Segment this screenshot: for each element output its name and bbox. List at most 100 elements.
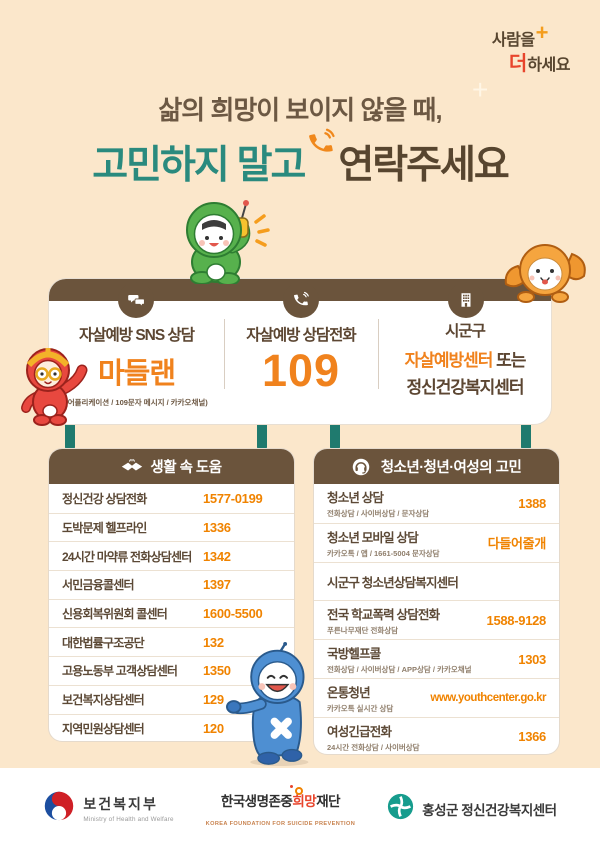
hotline-number: 1577-0199 — [203, 490, 263, 506]
plus-decoration-icon: + — [472, 74, 489, 105]
daily-help-panel: 생활 속 도움 정신건강 상담전화 1577-0199 도박문제 헬프라인 13… — [48, 448, 295, 742]
local-center-line2: 정신건강복지센터 — [406, 378, 524, 397]
hotline-row: 도박문제 헬프라인 1336 — [49, 512, 294, 542]
sns-counsel-name: 마들랜 — [97, 358, 176, 390]
hotline-number: 1397 — [203, 577, 231, 593]
mohw-subtitle: Ministry of Health and Welfare — [83, 816, 174, 823]
poster-title: 삶의 희망이 보이지 않을 때, 고민하지 말고 연락주세요 — [0, 90, 600, 190]
hotline-row: 정신건강 상담전화 1577-0199 — [49, 484, 294, 513]
footer-logos: 보건복지부 Ministry of Health and Welfare 한국생… — [0, 768, 600, 849]
column-divider — [224, 319, 225, 389]
hotline-label: 신용회복위원회 콜센터 — [62, 607, 168, 622]
hotline-label: 서민금융콜센터 — [62, 578, 134, 593]
hotline-label: 지역민원상담센터 — [62, 721, 145, 736]
foundation-subtitle: KOREA FOUNDATION FOR SUICIDE PREVENTION — [205, 821, 356, 827]
title-line2: 고민하지 말고 연락주세요 — [0, 128, 600, 190]
blue-pointing-mascot — [226, 640, 321, 768]
hotline-row: 서민금융콜센터 1397 — [49, 570, 294, 599]
foundation-name-accent: 희망 — [292, 794, 317, 809]
hotline-row: 전국 학교폭력 상담전화 푸른나무재단 전화상담 1588-9128 — [314, 600, 559, 639]
red-glasses-mascot — [14, 332, 96, 427]
local-center-title: 시군구 — [445, 323, 486, 340]
mental-health-center-icon — [387, 793, 414, 825]
sns-counsel-subtitle: (어플리케이션 / 109문자 메시지 / 카카오채널) — [65, 398, 208, 407]
main-contact-card: 자살예방 SNS 상담 마들랜 (어플리케이션 / 109문자 메시지 / 카카… — [48, 278, 552, 425]
mohw-name: 보건복지부 — [83, 796, 158, 812]
headset-icon — [352, 458, 374, 476]
hotline-row: 보건복지상담센터 129 — [49, 684, 294, 714]
local-center-accent: 자살예방센터 — [404, 351, 494, 370]
connector-peg — [521, 400, 531, 452]
hotline-row: 24시간 마약류 전화상담센터 1342 — [49, 541, 294, 570]
hotline-label: 국방헬프콜 — [327, 647, 381, 662]
chat-bubbles-icon — [118, 282, 154, 318]
green-phone-mascot — [168, 196, 272, 286]
hotline-number: 132 — [203, 634, 224, 650]
hotline-sublabel: 전화상담 / 사이버상담 / 문자상담 — [327, 509, 430, 519]
hotline-sublabel: 카카오톡 / 앱 / 1661-5004 문자상담 — [327, 548, 440, 558]
hotline-row: 청소년 상담 전화상담 / 사이버상담 / 문자상담 1388 — [314, 484, 559, 523]
hotline-number: 1342 — [203, 548, 231, 564]
brand-word2: 하세요 — [527, 57, 570, 74]
daily-help-header: 생활 속 도움 — [49, 449, 294, 484]
mohw-logo: 보건복지부 Ministry of Health and Welfare — [43, 790, 173, 827]
brand-accent: 더 — [508, 53, 528, 75]
hotline-sublabel: 카카오톡 실시간 상담 — [327, 703, 394, 713]
connector-peg — [257, 400, 267, 452]
phone-ring-icon — [306, 124, 336, 154]
hotline-row: 신용회복위원회 콜센터 1600-5500 — [49, 598, 294, 628]
hotline-row: 시군구 청소년상담복지센터 — [314, 561, 559, 601]
hotline-row: 고용노동부 고객상담센터 1350 — [49, 656, 294, 685]
hotline-sublabel: 푸른나무재단 전화상담 — [327, 626, 399, 636]
sns-counsel-title: 자살예방 SNS 상담 — [78, 327, 195, 344]
hotline-label: 24시간 마약류 전화상담센터 — [62, 549, 192, 564]
title-brown-text: 연락주세요 — [338, 144, 509, 187]
hotline-number: 1600-5500 — [203, 606, 263, 622]
hotline-row: 지역민원상담센터 120 — [49, 713, 294, 742]
youth-women-header: 청소년·청년·여성의 고민 — [314, 449, 559, 484]
hotline-label: 도박문제 헬프라인 — [62, 521, 147, 536]
hotline-number: 1336 — [203, 520, 231, 536]
hotline-sublabel: 24시간 전화상담 / 사이버상담 — [327, 742, 420, 752]
hotline-label: 시군구 청소년상담복지센터 — [327, 575, 459, 590]
hotline-row: 온통청년 카카오톡 실시간 상담 www.youthcenter.go.kr — [314, 677, 559, 717]
youth-women-title: 청소년·청년·여성의 고민 — [380, 460, 522, 476]
hotline-label: 보건복지상담센터 — [62, 693, 145, 708]
title-line1: 삶의 희망이 보이지 않을 때, — [158, 95, 442, 125]
hotline-label: 청소년 상담 — [327, 491, 384, 506]
brand-word1: 사람을 — [491, 32, 535, 49]
hotline-number: 129 — [203, 692, 224, 708]
hotline-number: 1366 — [518, 729, 546, 745]
daily-help-rows: 정신건강 상담전화 1577-0199 도박문제 헬프라인 1336 24시간 … — [49, 484, 294, 742]
connector-peg — [65, 400, 75, 452]
local-center-join: 또는 — [492, 351, 526, 370]
youth-women-panel: 청소년·청년·여성의 고민 청소년 상담 전화상담 / 사이버상담 / 문자상담… — [313, 448, 560, 755]
mental-health-center-logo: 홍성군 정신건강복지센터 — [387, 793, 557, 825]
hotline-label: 고용노동부 고객상담센터 — [62, 664, 178, 679]
phone-call-icon — [283, 282, 319, 318]
hotline-row: 여성긴급전화 24시간 전화상담 / 사이버상담 1366 — [314, 716, 559, 754]
handshake-icon — [121, 458, 143, 476]
hotline-row: 청소년 모바일 상담 카카오톡 / 앱 / 1661-5004 문자상담 다들어… — [314, 522, 559, 562]
hotline-label: 전국 학교폭력 상담전화 — [327, 608, 440, 623]
hotline-number: www.youthcenter.go.kr — [430, 691, 546, 704]
local-center-column: 시군구 자살예방센터 또는 정신건강복지센터 — [383, 319, 547, 398]
hotline-row: 대한법률구조공단 132 — [49, 627, 294, 656]
hotline-sublabel: 전화상담 / 사이버상담 / APP상담 / 카카오채널 — [327, 665, 472, 675]
foundation-name-post: 재단 — [316, 794, 341, 809]
column-divider — [378, 319, 379, 389]
brand-logo: 사람을 + 더하세요 — [491, 22, 571, 76]
hotline-label: 여성긴급전화 — [327, 724, 392, 739]
mental-health-center-name: 홍성군 정신건강복지센터 — [422, 802, 557, 818]
phone-counsel-column: 자살예방 상담전화 109 — [229, 323, 373, 394]
daily-help-title: 생활 속 도움 — [150, 460, 222, 476]
hotline-row: 국방헬프콜 전화상담 / 사이버상담 / APP상담 / 카카오채널 1303 — [314, 639, 559, 678]
hotline-number: 1350 — [203, 663, 231, 679]
sns-counsel-column: 자살예방 SNS 상담 마들랜 (어플리케이션 / 109문자 메시지 / 카카… — [55, 323, 218, 408]
foundation-name-pre: 한국생명존중 — [220, 794, 293, 809]
hotline-number: 다들어줄개 — [487, 536, 547, 552]
hotline-number-109: 109 — [261, 345, 341, 396]
hotline-number: 1588-9128 — [486, 612, 547, 628]
orange-dog-mascot — [502, 240, 590, 312]
title-teal-text: 고민하지 말고 — [92, 144, 306, 187]
